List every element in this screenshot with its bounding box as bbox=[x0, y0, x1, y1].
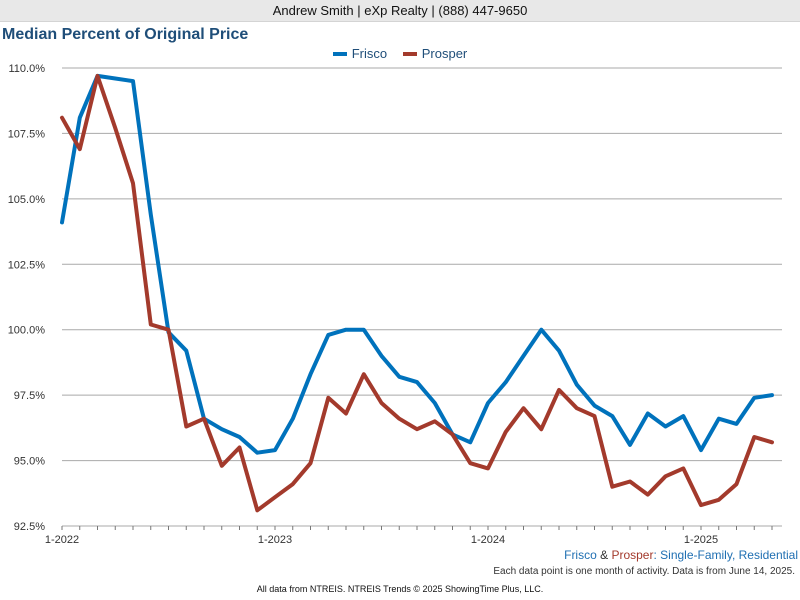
subtitle-sep-2: : bbox=[653, 548, 661, 562]
y-tick-label: 95.0% bbox=[14, 456, 45, 468]
y-tick-label: 97.5% bbox=[14, 390, 45, 402]
legend-item-prosper[interactable]: Prosper bbox=[402, 46, 468, 61]
legend-label-prosper: Prosper bbox=[421, 46, 468, 61]
legend-swatch-prosper bbox=[402, 51, 417, 56]
subtitle-property-type: Single-Family, Residential bbox=[660, 548, 798, 562]
series-line-prosper bbox=[60, 73, 774, 513]
x-tick-label: 1-2024 bbox=[471, 534, 505, 546]
y-tick-label: 105.0% bbox=[8, 194, 46, 206]
subtitle-prosper: Prosper bbox=[611, 548, 654, 562]
y-tick-label: 102.5% bbox=[8, 259, 46, 271]
legend-label-frisco: Frisco bbox=[351, 46, 388, 61]
y-tick-label: 100.0% bbox=[8, 325, 46, 337]
chart-subtitle: Frisco & Prosper: Single-Family, Residen… bbox=[564, 548, 798, 562]
series-line-frisco bbox=[60, 73, 774, 455]
chart-legend: Frisco Prosper bbox=[0, 46, 800, 61]
legend-item-frisco[interactable]: Frisco bbox=[332, 46, 388, 61]
agent-contact-text: Andrew Smith | eXp Realty | (888) 447-96… bbox=[272, 3, 528, 18]
chart-title: Median Percent of Original Price bbox=[2, 26, 249, 43]
x-tick-label: 1-2022 bbox=[45, 534, 79, 546]
x-tick-label: 1-2025 bbox=[684, 534, 718, 546]
legend-swatch-frisco bbox=[332, 51, 347, 56]
subtitle-frisco: Frisco bbox=[564, 548, 597, 562]
y-tick-label: 110.0% bbox=[9, 63, 46, 75]
subtitle-sep-1: & bbox=[596, 548, 612, 562]
agent-contact-bar: Andrew Smith | eXp Realty | (888) 447-96… bbox=[0, 0, 800, 22]
footer-credit: All data from NTREIS. NTREIS Trends © 20… bbox=[256, 584, 544, 594]
y-tick-label: 92.5% bbox=[14, 521, 45, 533]
y-tick-label: 107.5% bbox=[8, 128, 46, 140]
data-note: Each data point is one month of activity… bbox=[493, 566, 795, 577]
x-tick-label: 1-2023 bbox=[258, 534, 292, 546]
